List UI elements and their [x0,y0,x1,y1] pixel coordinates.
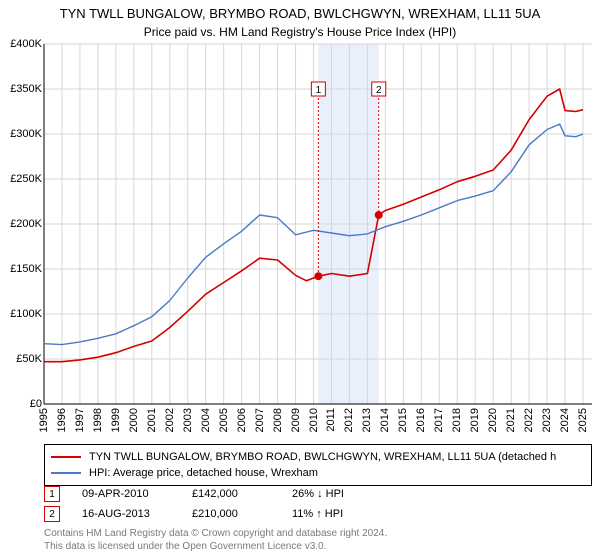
x-tick-label: 2017 [433,408,445,432]
transaction-price: £142,000 [192,488,292,500]
transaction-pct: 11% ↑ HPI [292,508,412,520]
x-tick-label: 1995 [38,408,50,432]
x-tick-label: 1996 [56,408,68,432]
x-tick-label: 2001 [146,408,158,432]
x-tick-label: 1999 [110,408,122,432]
x-tick-label: 2016 [415,408,427,432]
x-tick-label: 2004 [200,408,212,432]
legend: TYN TWLL BUNGALOW, BRYMBO ROAD, BWLCHGWY… [44,444,592,486]
legend-item-price-paid: TYN TWLL BUNGALOW, BRYMBO ROAD, BWLCHGWY… [51,449,585,465]
x-tick-label: 2019 [469,408,481,432]
svg-text:1: 1 [316,85,322,96]
x-tick-label: 2000 [128,408,140,432]
legend-label: HPI: Average price, detached house, Wrex… [89,467,318,479]
x-tick-label: 2002 [164,408,176,432]
x-tick-label: 2013 [361,408,373,432]
y-tick-label: £100K [10,308,42,320]
x-tick-label: 2020 [487,408,499,432]
x-tick-label: 2025 [577,408,589,432]
x-tick-label: 2008 [272,408,284,432]
chart-container: TYN TWLL BUNGALOW, BRYMBO ROAD, BWLCHGWY… [0,0,600,560]
x-tick-label: 2015 [397,408,409,432]
transaction-date: 09-APR-2010 [82,488,192,500]
x-tick-label: 2021 [505,408,517,432]
x-tick-label: 2009 [290,408,302,432]
y-tick-label: £400K [10,38,42,50]
x-tick-label: 2007 [254,408,266,432]
y-tick-label: £350K [10,83,42,95]
transaction-date: 16-AUG-2013 [82,508,192,520]
svg-text:2: 2 [376,85,382,96]
footer: Contains HM Land Registry data © Crown c… [44,528,387,553]
legend-item-hpi: HPI: Average price, detached house, Wrex… [51,465,585,481]
transaction-row: 1 09-APR-2010 £142,000 26% ↓ HPI [44,484,412,504]
x-tick-label: 2023 [541,408,553,432]
transaction-price: £210,000 [192,508,292,520]
line-chart: 12 [0,0,600,440]
transaction-pct: 26% ↓ HPI [292,488,412,500]
x-tick-label: 2012 [343,408,355,432]
x-tick-label: 2010 [308,408,320,432]
x-tick-label: 2022 [523,408,535,432]
x-tick-label: 2005 [218,408,230,432]
transactions-table: 1 09-APR-2010 £142,000 26% ↓ HPI 2 16-AU… [44,484,412,524]
y-tick-label: £200K [10,218,42,230]
footer-line: This data is licensed under the Open Gov… [44,541,387,554]
footer-line: Contains HM Land Registry data © Crown c… [44,528,387,541]
marker-badge: 2 [44,506,60,522]
marker-badge: 1 [44,486,60,502]
x-tick-label: 2006 [236,408,248,432]
y-tick-label: £50K [16,353,42,365]
x-tick-label: 1998 [92,408,104,432]
x-tick-label: 2018 [451,408,463,432]
legend-swatch [51,472,81,474]
x-tick-label: 2014 [379,408,391,432]
y-tick-label: £250K [10,173,42,185]
legend-swatch [51,456,81,458]
transaction-row: 2 16-AUG-2013 £210,000 11% ↑ HPI [44,504,412,524]
x-tick-label: 2011 [325,408,337,432]
x-tick-label: 2024 [559,408,571,432]
y-tick-label: £150K [10,263,42,275]
legend-label: TYN TWLL BUNGALOW, BRYMBO ROAD, BWLCHGWY… [89,451,556,463]
x-tick-label: 1997 [74,408,86,432]
y-tick-label: £300K [10,128,42,140]
x-tick-label: 2003 [182,408,194,432]
